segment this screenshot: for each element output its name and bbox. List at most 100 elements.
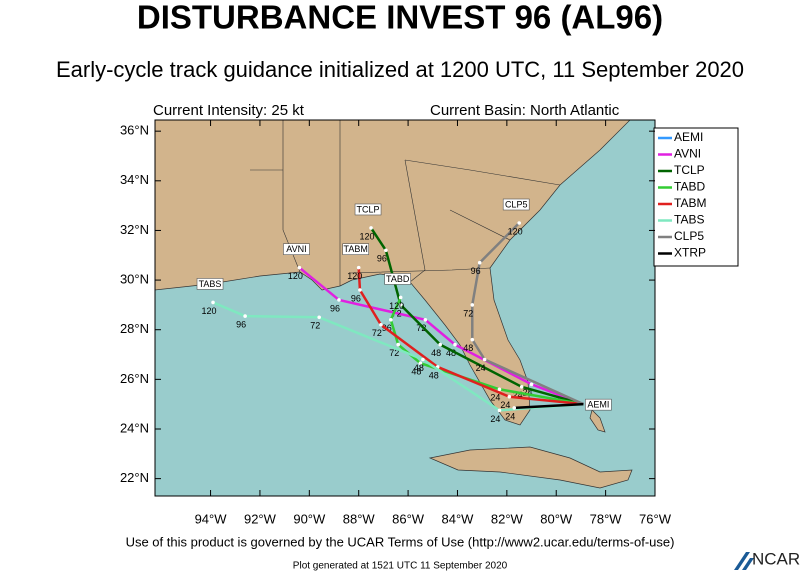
x-tick-label: 76°W bbox=[639, 511, 672, 526]
track-point bbox=[317, 315, 321, 320]
track-name: TABS bbox=[199, 279, 222, 289]
track-name: TABM bbox=[344, 244, 368, 254]
legend-label: CLP5 bbox=[674, 229, 704, 243]
hour-label: 48 bbox=[411, 367, 421, 377]
track-point bbox=[507, 394, 512, 399]
track-point bbox=[512, 406, 517, 410]
y-tick-label: 34°N bbox=[120, 172, 149, 187]
track-name-box bbox=[196, 278, 224, 290]
logo: NCAR bbox=[734, 549, 800, 570]
legend-label: AVNI bbox=[674, 147, 701, 161]
intensity: Current Intensity: 25 kt bbox=[153, 102, 305, 119]
track-name: TCLP bbox=[357, 204, 380, 214]
hour-label: 72 bbox=[372, 328, 382, 338]
hour-label: 120 bbox=[288, 271, 303, 281]
track-point bbox=[470, 337, 475, 342]
track-name-box bbox=[585, 398, 612, 411]
hour-label: 120 bbox=[508, 226, 523, 236]
track-point bbox=[529, 382, 534, 387]
hour-label: 24 bbox=[513, 390, 523, 400]
hour-label: 96 bbox=[377, 254, 387, 264]
logo-mark bbox=[734, 552, 754, 570]
hour-label: 24 bbox=[505, 411, 515, 421]
x-tick-label: 92°W bbox=[244, 511, 277, 526]
track-name: AVNI bbox=[286, 244, 306, 254]
track-name-box bbox=[502, 198, 530, 211]
x-tick-label: 88°W bbox=[343, 511, 376, 526]
track-name-box bbox=[342, 243, 370, 255]
track-point bbox=[421, 357, 425, 362]
logo-text: NCAR bbox=[752, 549, 800, 568]
basin: Current Basin: North Atlantic bbox=[430, 102, 620, 119]
y-tick-label: 28°N bbox=[120, 321, 149, 336]
track-point bbox=[482, 357, 487, 362]
title: DISTURBANCE INVEST 96 (AL96) bbox=[137, 0, 663, 36]
track bbox=[298, 266, 584, 406]
hour-label: 24 bbox=[490, 414, 500, 424]
hour-label: 96 bbox=[351, 293, 361, 303]
track-point bbox=[369, 226, 373, 230]
legend-label: TABD bbox=[674, 180, 705, 194]
x-tick-label: 90°W bbox=[293, 511, 326, 526]
track bbox=[357, 267, 584, 406]
hour-label: 96 bbox=[471, 266, 481, 276]
x-tick-label: 78°W bbox=[590, 511, 623, 526]
hour-label: 48 bbox=[463, 343, 473, 353]
track-point bbox=[379, 322, 383, 327]
track-point bbox=[423, 317, 428, 322]
track-point bbox=[477, 260, 482, 265]
track-name-box bbox=[354, 203, 382, 216]
track-name-box bbox=[384, 273, 411, 285]
y-tick-label: 36°N bbox=[120, 123, 149, 138]
track-point bbox=[438, 342, 442, 347]
hour-label: 72 bbox=[389, 348, 399, 358]
track-point bbox=[418, 361, 423, 366]
track bbox=[514, 402, 584, 410]
x-tick-label: 80°W bbox=[540, 511, 573, 526]
hour-label: 120 bbox=[347, 271, 362, 281]
track-point bbox=[517, 221, 521, 225]
track-point bbox=[389, 317, 393, 322]
track-point bbox=[398, 303, 403, 307]
x-tick-label: 86°W bbox=[392, 511, 425, 526]
track-name: AEMI bbox=[587, 400, 609, 410]
hour-label: 48 bbox=[446, 348, 456, 358]
track-point bbox=[297, 265, 302, 270]
hour-label: 72 bbox=[392, 308, 402, 318]
track-point bbox=[519, 384, 524, 389]
hour-label: 24 bbox=[476, 363, 486, 373]
track-name: TABD bbox=[386, 274, 410, 284]
plot-frame bbox=[154, 119, 656, 497]
legend-label: TABS bbox=[674, 213, 704, 227]
hour-label: 96 bbox=[330, 303, 340, 313]
track-point bbox=[358, 288, 362, 292]
y-tick-label: 22°N bbox=[120, 470, 149, 485]
legend-label: TABM bbox=[674, 196, 706, 210]
legend-label: XTRP bbox=[674, 246, 706, 260]
borders bbox=[250, 120, 561, 286]
track-point bbox=[453, 342, 457, 347]
legend-label: TCLP bbox=[674, 163, 705, 177]
track-name: CLP5 bbox=[505, 199, 528, 209]
x-tick-label: 94°W bbox=[195, 511, 228, 526]
track-point bbox=[243, 314, 247, 318]
hour-label: 48 bbox=[414, 363, 424, 373]
hour-label: 72 bbox=[310, 321, 320, 331]
bahamas bbox=[589, 409, 606, 433]
track-point bbox=[384, 248, 388, 253]
hour-label: 24 bbox=[490, 393, 500, 403]
legend-box bbox=[653, 127, 739, 267]
y-tick-label: 30°N bbox=[120, 272, 149, 287]
hour-label: 24 bbox=[523, 388, 533, 398]
track bbox=[471, 222, 584, 406]
track-point bbox=[497, 408, 502, 413]
subtitle: Early-cycle track guidance initialized a… bbox=[56, 57, 744, 82]
legend-label: AEMI bbox=[674, 130, 703, 144]
track-point bbox=[356, 265, 361, 270]
hour-label: 24 bbox=[500, 400, 510, 410]
footer: Use of this product is governed by the U… bbox=[126, 534, 675, 549]
hour-label: 48 bbox=[429, 370, 439, 380]
hour-label: 120 bbox=[202, 306, 217, 316]
y-tick-label: 24°N bbox=[120, 420, 149, 435]
